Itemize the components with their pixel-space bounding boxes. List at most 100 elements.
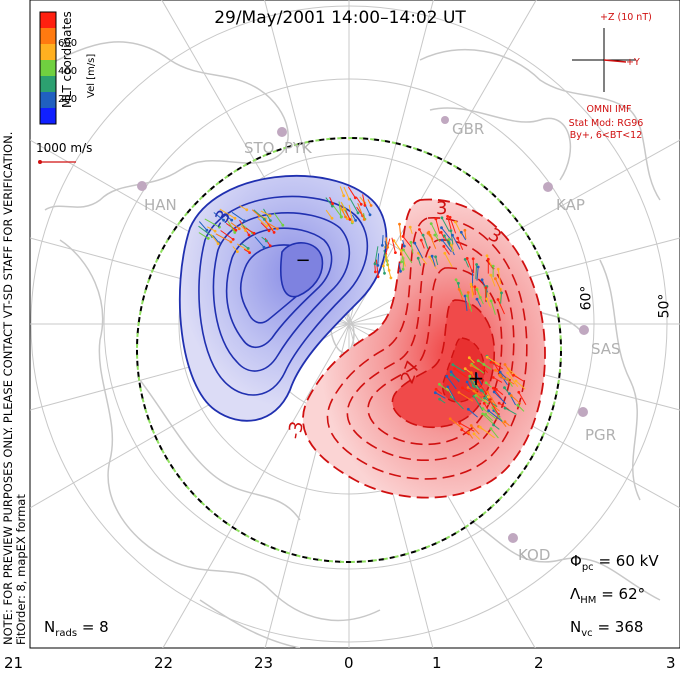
vector-origin bbox=[475, 263, 478, 266]
vector-origin bbox=[486, 390, 489, 394]
velocity-vector bbox=[498, 402, 510, 411]
dawn-convection-cell bbox=[302, 198, 546, 499]
vector-origin bbox=[480, 388, 483, 392]
vector-origin bbox=[230, 218, 234, 222]
vector-origin bbox=[467, 356, 471, 360]
imf-y-label: +Y bbox=[626, 57, 640, 68]
vector-origin bbox=[483, 396, 486, 400]
velocity-vector bbox=[230, 222, 240, 230]
vector-origin bbox=[205, 228, 209, 232]
vector-origin bbox=[491, 386, 495, 390]
vector-origin bbox=[482, 363, 486, 366]
velocity-vector bbox=[469, 375, 479, 390]
hm-boundary-green bbox=[136, 137, 562, 563]
vector-origin bbox=[344, 215, 347, 219]
velocity-vector bbox=[227, 221, 236, 233]
velocity-vector bbox=[339, 205, 346, 218]
vector-origin bbox=[339, 215, 343, 219]
velocity-vector bbox=[457, 238, 464, 250]
vector-origin bbox=[446, 385, 450, 389]
vector-origin bbox=[473, 285, 477, 289]
vector-origin bbox=[465, 380, 469, 384]
velocity-vector bbox=[488, 410, 503, 422]
nrads-stat: Nrads = 8 bbox=[44, 618, 109, 639]
velocity-vector bbox=[387, 267, 392, 279]
vector-origin bbox=[445, 374, 449, 378]
velocity-vector bbox=[464, 230, 467, 240]
vector-origin bbox=[491, 264, 495, 268]
vector-origin bbox=[343, 207, 346, 211]
vector-origin bbox=[376, 275, 380, 279]
vector-origin bbox=[503, 406, 507, 410]
velocity-vector bbox=[492, 407, 504, 423]
velocity-vector bbox=[435, 256, 439, 266]
velocity-vector bbox=[476, 289, 481, 299]
vector-origin bbox=[496, 298, 500, 301]
vector-origin bbox=[442, 245, 446, 248]
vector-origin bbox=[418, 228, 421, 231]
nrads-value: = 8 bbox=[81, 618, 109, 636]
velocity-vector bbox=[349, 197, 359, 214]
velocity-vector bbox=[385, 237, 389, 248]
velocity-vector bbox=[466, 258, 473, 273]
vector-origin bbox=[463, 294, 467, 298]
velocity-vector bbox=[455, 279, 463, 296]
vector-origin bbox=[476, 359, 480, 362]
vector-origin bbox=[413, 241, 417, 245]
vector-origin bbox=[408, 225, 412, 229]
vector-origin bbox=[503, 386, 506, 390]
velocity-vector bbox=[464, 259, 470, 268]
velocity-vector bbox=[497, 299, 505, 315]
velocity-colorbar bbox=[39, 11, 57, 125]
nvc-stat: Nvc = 368 bbox=[570, 618, 643, 639]
vector-origin bbox=[468, 377, 472, 381]
vector-origin bbox=[416, 256, 420, 260]
velocity-vector bbox=[485, 413, 493, 422]
contour-label-neg-side: -3 bbox=[284, 420, 308, 441]
vector-origin bbox=[428, 255, 432, 259]
latitude-label-50: 50° bbox=[656, 293, 673, 319]
vector-origin bbox=[457, 281, 460, 285]
velocity-vector bbox=[399, 224, 402, 241]
vector-origin bbox=[373, 262, 377, 266]
vector-origin bbox=[265, 239, 268, 243]
velocity-vector bbox=[198, 232, 209, 239]
velocity-vector bbox=[236, 243, 249, 251]
vector-origin bbox=[434, 255, 437, 259]
vector-origin bbox=[440, 216, 444, 220]
velocity-vector bbox=[479, 426, 495, 439]
velocity-vector bbox=[239, 219, 250, 236]
vector-origin bbox=[281, 223, 285, 227]
velocity-vector bbox=[486, 255, 492, 267]
vector-origin bbox=[376, 264, 380, 267]
vector-origin bbox=[351, 220, 354, 224]
velocity-vector bbox=[245, 227, 255, 234]
mlt-label-21: 21 bbox=[4, 654, 24, 672]
velocity-vector bbox=[325, 197, 333, 207]
velocity-vector bbox=[251, 209, 260, 217]
vector-origin bbox=[492, 423, 495, 427]
velocity-vector bbox=[439, 383, 449, 392]
imf-source: OMNI IMF bbox=[586, 104, 632, 115]
vector-origin bbox=[382, 264, 385, 268]
vector-origin bbox=[433, 391, 437, 395]
vector-origin bbox=[330, 204, 334, 208]
velocity-vector bbox=[470, 364, 480, 371]
mlt-label-3: 3 bbox=[666, 654, 676, 672]
station-label-sas: SAS bbox=[591, 340, 621, 358]
velocity-vector bbox=[500, 292, 502, 304]
velocity-vector bbox=[475, 264, 478, 280]
velocity-vector bbox=[435, 392, 446, 399]
vector-origin bbox=[206, 237, 210, 240]
nrads-symbol: N bbox=[44, 618, 56, 636]
vector-origin bbox=[469, 282, 473, 286]
velocity-vector bbox=[462, 387, 470, 393]
velocity-vector bbox=[476, 266, 479, 281]
vector-origin bbox=[348, 218, 352, 221]
station-label-pyk: PYK bbox=[284, 139, 312, 157]
velocity-vector bbox=[253, 209, 265, 220]
reference-vector bbox=[38, 160, 76, 164]
vector-origin bbox=[465, 294, 469, 298]
velocity-vector bbox=[430, 223, 439, 237]
